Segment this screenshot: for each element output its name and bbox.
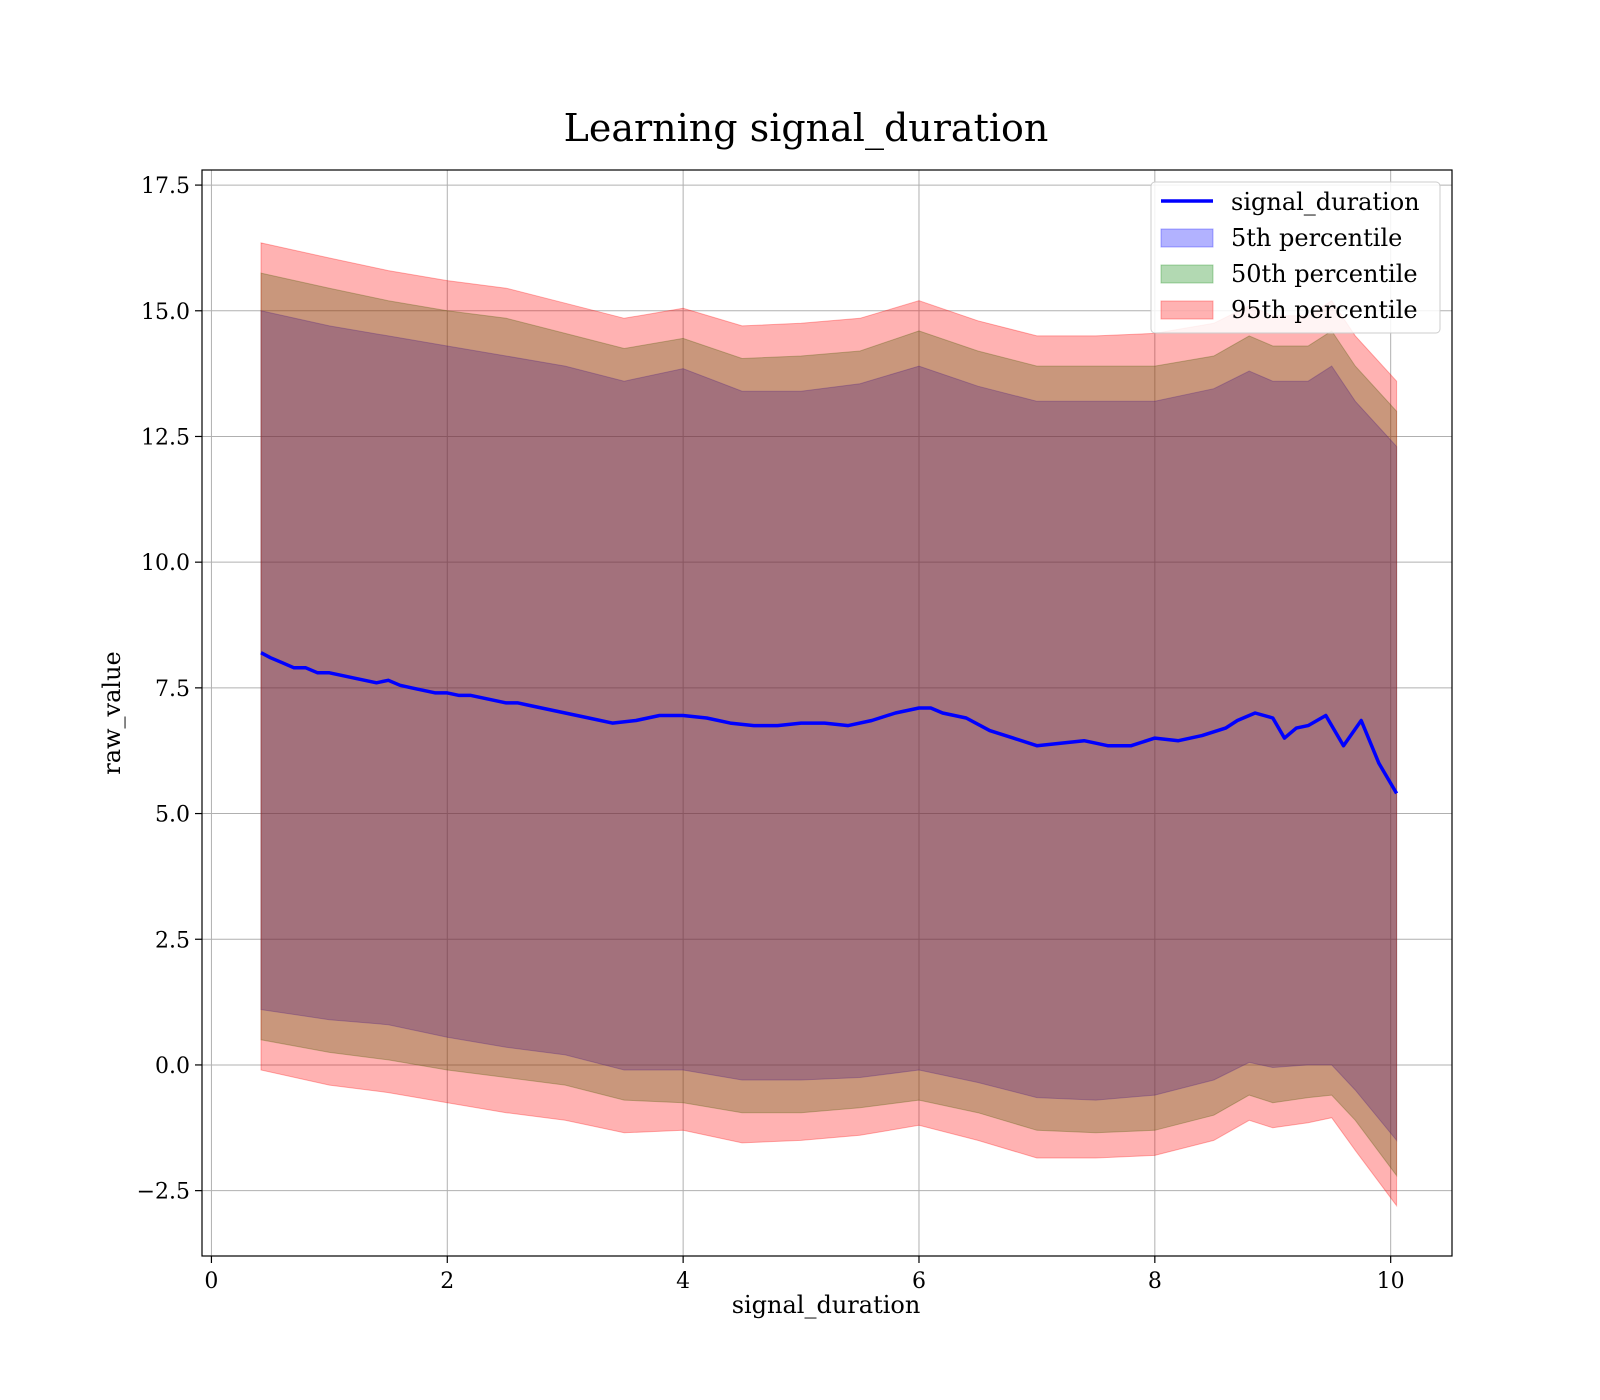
legend-patch-95th-percentile	[1160, 300, 1214, 320]
x-tick-label: 0	[204, 1269, 218, 1294]
y-tick-label: 7.5	[155, 677, 190, 702]
grid	[202, 170, 1452, 1256]
y-tick-label: −2.5	[137, 1180, 190, 1205]
x-tick-label: 8	[1148, 1269, 1162, 1294]
y-tick-label: 2.5	[155, 928, 190, 953]
legend-label-50th-percentile: 50th percentile	[1231, 260, 1418, 288]
y-tick-label: 0.0	[155, 1054, 190, 1079]
y-tick-label: 17.5	[141, 174, 190, 199]
y-tick-label: 10.0	[141, 551, 190, 576]
x-tick-label: 6	[912, 1269, 926, 1294]
y-axis-label: raw_value	[98, 651, 126, 775]
series-lines	[260, 651, 1399, 795]
plot-frame	[201, 169, 1453, 1257]
x-axis-ticks: 0 2 4 6 8 10	[204, 1256, 1405, 1294]
legend-box	[1150, 181, 1441, 334]
x-tick-label: 10	[1377, 1269, 1405, 1294]
y-axis-ticks: −2.5 0.0 2.5 5.0 7.5 10.0 12.5 15.0 17.5	[137, 174, 202, 1205]
x-axis-label: signal_duration	[732, 1291, 921, 1319]
legend-patch-50th-percentile	[1160, 264, 1214, 284]
y-tick-label: 5.0	[155, 803, 190, 828]
band-5th-percentile	[260, 310, 1398, 1142]
legend-label-95th-percentile: 95th percentile	[1231, 296, 1418, 324]
legend-patch-5th-percentile	[1160, 228, 1214, 248]
chart-title: Learning signal_duration	[564, 106, 1049, 151]
legend-label-signal-duration: signal_duration	[1231, 188, 1420, 216]
x-tick-label: 2	[440, 1269, 454, 1294]
y-tick-label: 15.0	[141, 300, 190, 325]
legend-label-5th-percentile: 5th percentile	[1231, 224, 1402, 252]
plot-area	[202, 170, 1452, 1256]
x-tick-label: 4	[676, 1269, 690, 1294]
y-tick-label: 12.5	[141, 425, 190, 450]
line-signal-duration	[260, 651, 1399, 795]
legend: signal_duration 5th percentile 50th perc…	[1150, 181, 1441, 334]
